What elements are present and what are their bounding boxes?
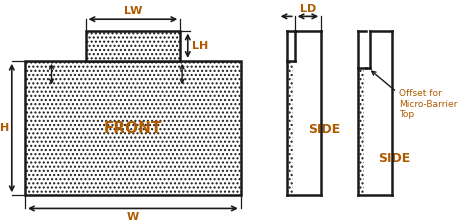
Text: LH: LH	[192, 41, 208, 51]
Text: W: W	[127, 212, 139, 222]
Bar	[287, 61, 293, 195]
Text: FRONT: FRONT	[104, 121, 162, 136]
Text: H: H	[0, 123, 9, 133]
Bar	[358, 68, 364, 195]
Text: SIDE: SIDE	[378, 153, 410, 166]
Bar	[86, 30, 180, 61]
Text: LW: LW	[123, 6, 142, 16]
Text: Offset for
Micro-Barrier
Top: Offset for Micro-Barrier Top	[399, 89, 457, 119]
Bar	[25, 61, 241, 195]
Text: LD: LD	[300, 4, 316, 13]
Text: SIDE: SIDE	[308, 123, 340, 136]
